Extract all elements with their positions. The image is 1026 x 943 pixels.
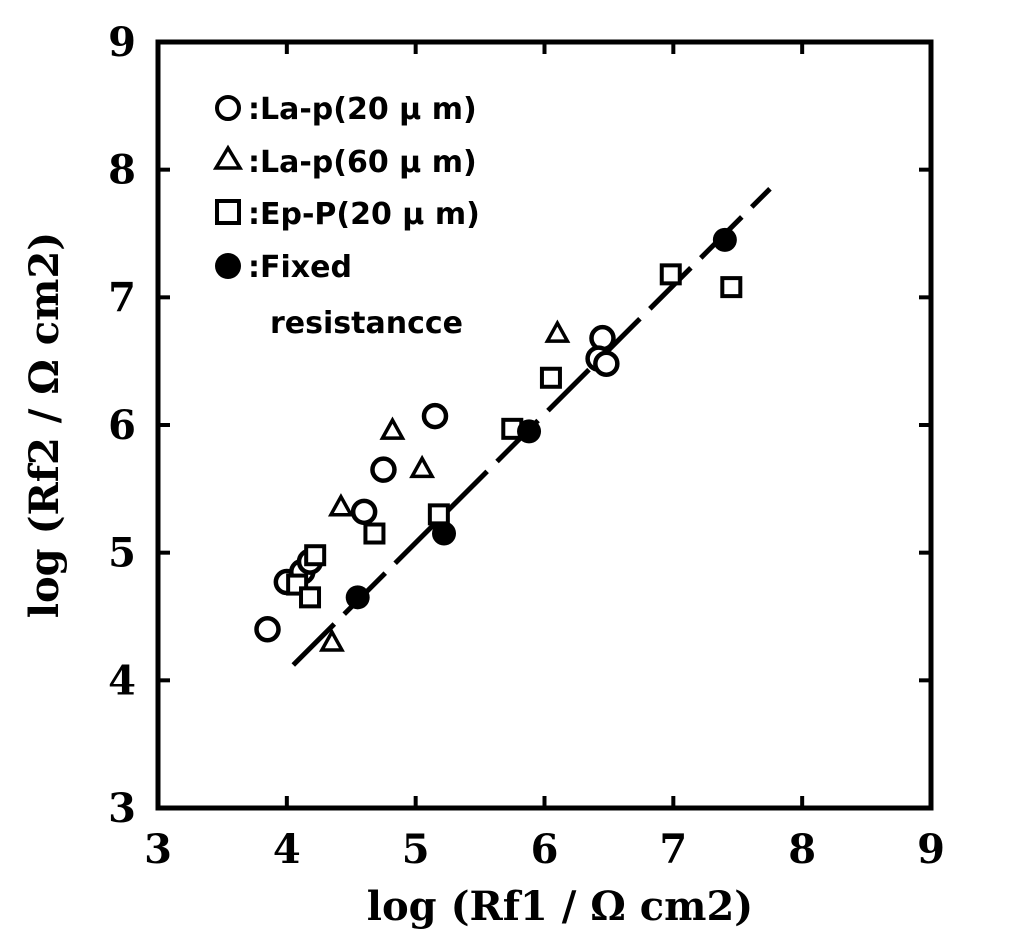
y-tick-label: 4 (108, 657, 136, 704)
legend-marker-triangle-open (212, 144, 244, 170)
legend-marker-circle-filled (215, 253, 241, 279)
point-square-open (720, 276, 743, 299)
point-circle-filled (517, 419, 542, 444)
x-tick-label: 6 (531, 826, 559, 873)
data-points (254, 227, 743, 652)
point-triangle-open (318, 628, 345, 652)
point-triangle-open (379, 416, 406, 440)
axis-ticks: 3 4 5 6 7 8 9 3 4 5 6 7 8 9 (108, 19, 945, 873)
point-square-open (427, 503, 450, 526)
point-circle-open (350, 498, 378, 526)
y-tick-label: 5 (108, 530, 136, 577)
legend-label-resistance: resistancce (270, 306, 463, 341)
point-circle-open (254, 616, 281, 643)
point-circle-open (421, 402, 449, 430)
point-circle-filled (345, 585, 370, 610)
x-tick-label: 3 (144, 826, 172, 873)
x-tick-label: 4 (273, 826, 301, 873)
point-triangle-open (544, 319, 571, 343)
legend-marker-circle-open (215, 95, 241, 121)
y-tick-label: 8 (108, 147, 136, 194)
y-tick-label: 6 (108, 402, 136, 449)
y-tick-label: 3 (108, 785, 136, 832)
point-triangle-open (327, 493, 354, 517)
x-tick-label: 8 (788, 826, 816, 873)
legend-marker-square-open (215, 199, 241, 225)
point-circle-filled (712, 227, 737, 252)
point-circle-filled (432, 521, 457, 546)
point-square-open (304, 544, 327, 567)
legend-label-la-p-20: :La-p(20 μ m) (248, 92, 477, 127)
point-square-open (659, 263, 682, 286)
legend-label-fixed: :Fixed (248, 250, 352, 285)
legend-label-ep-p-20: :Ep-P(20 μ m) (248, 197, 480, 232)
x-tick-label: 9 (917, 826, 945, 873)
point-square-open (363, 522, 386, 545)
point-square-open (539, 366, 562, 389)
point-square-open (299, 586, 322, 609)
y-tick-label: 9 (108, 19, 136, 66)
legend: :La-p(20 μ m) :La-p(60 μ m) :Ep-P(20 μ m… (212, 92, 480, 341)
point-circle-open (593, 350, 620, 377)
y-axis-label: log (Rf2 / Ω cm2) (21, 232, 68, 618)
x-axis-label: log (Rf1 / Ω cm2) (367, 883, 753, 930)
y-tick-label: 7 (108, 274, 136, 321)
x-tick-label: 5 (402, 826, 430, 873)
x-tick-label: 7 (659, 826, 687, 873)
point-triangle-open (409, 454, 436, 479)
legend-label-la-p-60: :La-p(60 μ m) (248, 145, 477, 180)
point-circle-open (370, 456, 397, 483)
point-circle-open (589, 324, 616, 352)
